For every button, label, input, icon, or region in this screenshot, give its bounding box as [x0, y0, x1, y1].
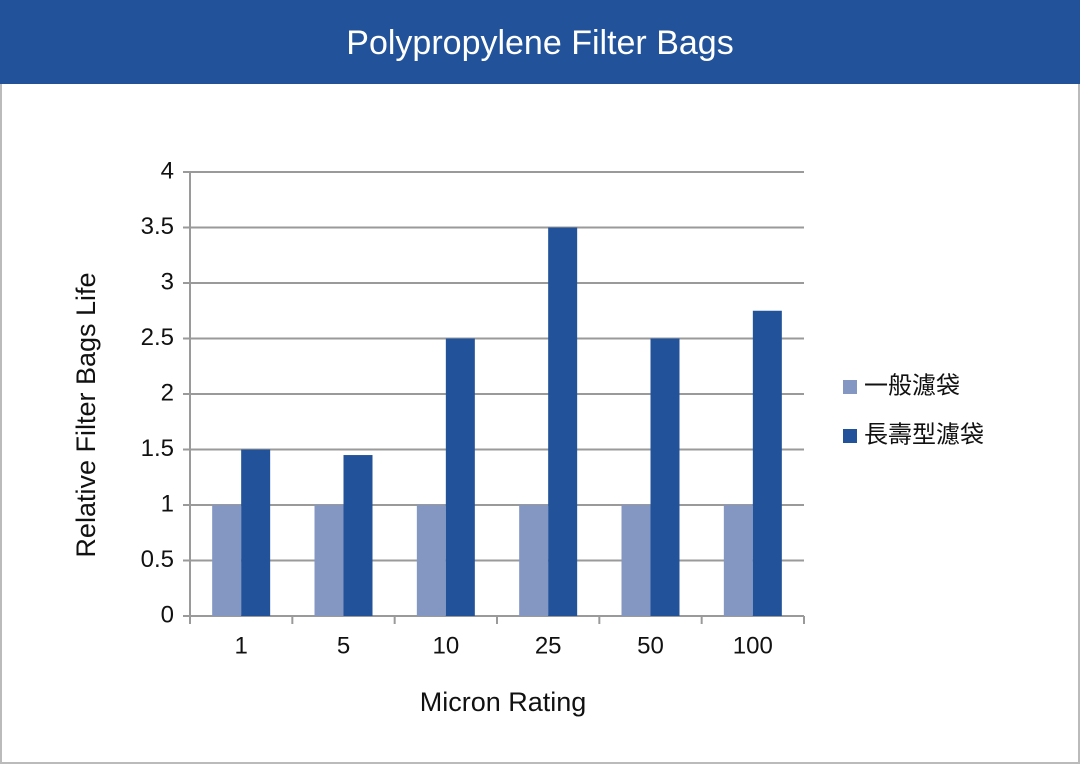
bar	[314, 505, 344, 616]
bar	[548, 227, 578, 616]
y-tick-label: 2	[161, 379, 174, 406]
y-tick-label: 4	[161, 157, 174, 184]
bar	[519, 505, 549, 616]
x-tick-label: 100	[733, 632, 773, 659]
y-tick-label: 1	[161, 490, 174, 517]
bar	[723, 505, 753, 616]
y-tick-label: 1.5	[141, 435, 174, 462]
y-tick-label: 2.5	[141, 324, 174, 351]
y-axis-title: Relative Filter Bags Life	[71, 272, 101, 557]
bar	[445, 338, 475, 616]
bar	[241, 449, 271, 616]
x-tick-label: 25	[535, 632, 562, 659]
chart-title: Polypropylene Filter Bags	[346, 24, 733, 62]
legend-label: 一般濾袋	[864, 372, 960, 399]
bar	[416, 505, 446, 616]
y-tick-label: 0	[161, 601, 174, 628]
x-tick-label: 1	[234, 632, 247, 659]
bar	[343, 455, 373, 616]
header-band	[0, 0, 1080, 84]
y-tick-label: 0.5	[141, 546, 174, 573]
y-tick-label: 3	[161, 268, 174, 295]
bar	[621, 505, 651, 616]
x-tick-label: 50	[637, 632, 664, 659]
x-tick-label: 10	[432, 632, 459, 659]
y-tick-label: 3.5	[141, 213, 174, 240]
legend-label: 長壽型濾袋	[864, 421, 984, 448]
bar	[752, 310, 782, 616]
bar	[212, 505, 242, 616]
x-axis-title: Micron Rating	[420, 687, 587, 717]
bar	[650, 338, 680, 616]
legend-swatch	[843, 429, 857, 443]
legend-swatch	[843, 380, 857, 394]
x-tick-label: 5	[337, 632, 350, 659]
